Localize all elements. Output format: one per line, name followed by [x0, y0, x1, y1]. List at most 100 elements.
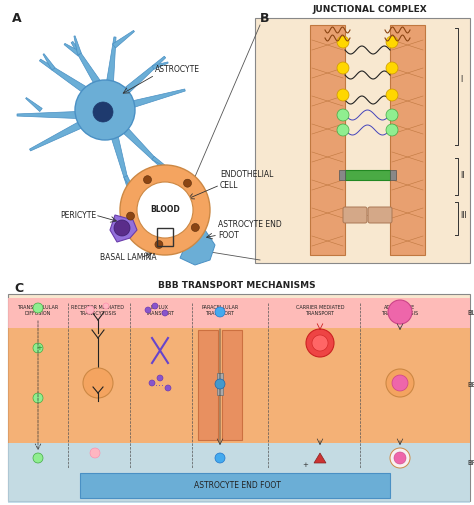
Bar [8, 294, 470, 501]
Text: BLOOD: BLOOD [467, 310, 474, 316]
Circle shape [144, 176, 152, 184]
Text: CARRIER MEDIATED
TRANSPORT: CARRIER MEDIATED TRANSPORT [296, 305, 344, 316]
Text: BBB TRANSPORT MECHANISMS: BBB TRANSPORT MECHANISMS [158, 281, 316, 290]
Text: BBB: BBB [467, 382, 474, 388]
Circle shape [337, 124, 349, 136]
Circle shape [337, 109, 349, 121]
Circle shape [33, 303, 43, 313]
Polygon shape [64, 43, 81, 56]
Bar [217, 373, 223, 395]
Bar [198, 330, 218, 440]
Circle shape [312, 335, 328, 351]
Text: ASTROCYTE END
FOOT: ASTROCYTE END FOOT [218, 220, 282, 240]
Circle shape [337, 36, 349, 48]
Polygon shape [180, 230, 215, 265]
Text: +: + [302, 462, 308, 468]
Text: PARACELLULAR
TRANSPORT: PARACELLULAR TRANSPORT [201, 305, 238, 316]
Bar [8, 328, 470, 443]
Polygon shape [112, 30, 135, 48]
Circle shape [155, 240, 163, 248]
Polygon shape [17, 112, 77, 119]
Circle shape [215, 307, 225, 317]
Bar [339, 170, 345, 180]
FancyBboxPatch shape [368, 207, 392, 223]
Polygon shape [26, 97, 42, 112]
Polygon shape [152, 62, 168, 69]
Bar [157, 228, 173, 246]
Circle shape [386, 36, 398, 48]
Circle shape [386, 124, 398, 136]
Text: I: I [460, 76, 462, 84]
Text: II: II [460, 171, 465, 179]
Polygon shape [43, 54, 55, 70]
Polygon shape [107, 37, 116, 82]
Bar [8, 298, 470, 328]
Polygon shape [110, 215, 137, 242]
Polygon shape [123, 56, 166, 94]
Circle shape [191, 224, 199, 231]
Text: III: III [460, 211, 467, 220]
Bar [390, 170, 396, 180]
Polygon shape [124, 176, 136, 195]
Circle shape [215, 453, 225, 463]
Polygon shape [39, 59, 87, 93]
Polygon shape [122, 128, 166, 171]
Circle shape [149, 380, 155, 386]
Bar [310, 25, 345, 255]
Text: A: A [12, 12, 22, 25]
Circle shape [386, 89, 398, 101]
Circle shape [127, 212, 135, 220]
Text: ENDOTHELIAL
CELL: ENDOTHELIAL CELL [220, 170, 273, 190]
Bar [8, 443, 470, 503]
Circle shape [75, 80, 135, 140]
Polygon shape [71, 41, 100, 84]
Text: BASAL LAMINA: BASAL LAMINA [100, 254, 156, 263]
Circle shape [392, 375, 408, 391]
Circle shape [114, 220, 130, 236]
Circle shape [137, 182, 193, 238]
Text: JUNCTIONAL COMPLEX: JUNCTIONAL COMPLEX [313, 6, 428, 15]
Circle shape [120, 165, 210, 255]
Text: ASTROCYTE END FOOT: ASTROCYTE END FOOT [193, 480, 281, 489]
Text: RECEPTOR MEDIATED
TRANSCYTOSIS: RECEPTOR MEDIATED TRANSCYTOSIS [72, 305, 125, 316]
Text: BLOOD: BLOOD [150, 206, 180, 215]
Bar [390, 25, 425, 255]
Text: ADSORPTIVE
TRANSCYTOSIS: ADSORPTIVE TRANSCYTOSIS [382, 305, 419, 316]
Circle shape [337, 89, 349, 101]
Bar [345, 170, 390, 180]
Circle shape [90, 448, 100, 458]
Text: BRAIN: BRAIN [467, 460, 474, 466]
Text: C: C [14, 281, 23, 294]
Circle shape [33, 343, 43, 353]
Polygon shape [111, 137, 131, 193]
Circle shape [157, 375, 163, 381]
Text: PERICYTE: PERICYTE [60, 211, 96, 220]
Text: B: B [260, 12, 270, 25]
Text: TRANSCELLULAR
DIFFUSION: TRANSCELLULAR DIFFUSION [18, 305, 59, 316]
Polygon shape [29, 122, 82, 151]
Text: ...: ... [155, 378, 164, 388]
Bar [80, 473, 390, 498]
Circle shape [162, 310, 168, 316]
Polygon shape [314, 453, 326, 463]
Circle shape [388, 300, 412, 324]
Polygon shape [129, 89, 185, 109]
Circle shape [337, 62, 349, 74]
Circle shape [165, 385, 171, 391]
Bar [255, 18, 470, 263]
Circle shape [33, 453, 43, 463]
Circle shape [33, 393, 43, 403]
Circle shape [386, 62, 398, 74]
Circle shape [93, 102, 113, 122]
Circle shape [103, 303, 109, 309]
Bar [222, 330, 242, 440]
Circle shape [390, 448, 410, 468]
Circle shape [394, 452, 406, 464]
Circle shape [215, 379, 225, 389]
Polygon shape [152, 157, 165, 167]
Circle shape [183, 179, 191, 187]
FancyBboxPatch shape [343, 207, 367, 223]
Circle shape [86, 306, 94, 314]
Text: ASTROCYTE: ASTROCYTE [155, 66, 200, 75]
Text: EFFLUX
TRANSPORT: EFFLUX TRANSPORT [146, 305, 174, 316]
